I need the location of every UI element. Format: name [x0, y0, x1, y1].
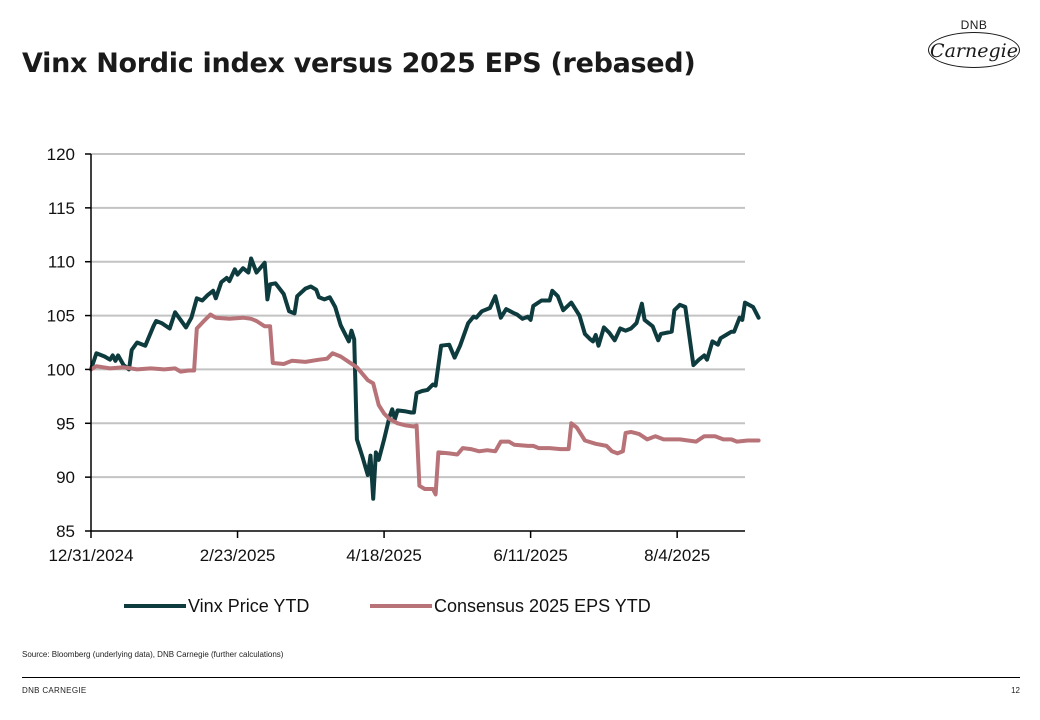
series-lines: [89, 256, 761, 501]
series-line-consensus-eps: [89, 312, 761, 497]
y-tick-label: 120: [47, 145, 75, 164]
x-tick-label: 4/18/2025: [346, 546, 422, 565]
axes: 85 90 95 100 105 110 115 120 12/31/2024 2/23/2025…: [47, 145, 745, 565]
y-tick-label: 110: [48, 253, 75, 272]
footer-rule: [22, 677, 1020, 678]
x-tick-label: 2/23/2025: [200, 546, 276, 565]
x-tick-label: 6/11/2025: [493, 546, 567, 565]
legend-label: Vinx Price YTD: [188, 596, 309, 616]
line-chart: 85 90 95 100 105 110 115 120 12/31/2024 2/23/2025…: [47, 145, 761, 616]
y-tick-label: 105: [47, 307, 75, 326]
y-tick-label: 90: [56, 468, 75, 487]
logo-script-text: Carnegie: [930, 40, 1018, 62]
legend: Vinx Price YTD Consensus 2025 EPS YTD: [124, 596, 651, 616]
y-tick-label: 95: [56, 414, 75, 433]
x-tick-label: 12/31/2024: [48, 546, 133, 565]
legend-label: Consensus 2025 EPS YTD: [434, 596, 651, 616]
gridlines: [91, 153, 745, 479]
logo-ring: [928, 32, 1020, 68]
dnb-carnegie-logo: DNB Carnegie: [924, 18, 1024, 70]
page-title: Vinx Nordic index versus 2025 EPS (rebas…: [22, 48, 696, 79]
y-tick-label: 115: [48, 199, 75, 218]
y-tick-label: 100: [47, 360, 75, 379]
logo-top-text: DNB: [960, 18, 988, 32]
source-note: Source: Bloomberg (underlying data), DNB…: [22, 650, 284, 659]
page-number: 12: [1011, 686, 1020, 695]
series-line-vinx-price: [89, 256, 761, 501]
x-tick-label: 8/4/2025: [644, 546, 710, 565]
footer-brand: DNB CARNEGIE: [22, 686, 87, 695]
y-tick-label: 85: [56, 522, 75, 541]
